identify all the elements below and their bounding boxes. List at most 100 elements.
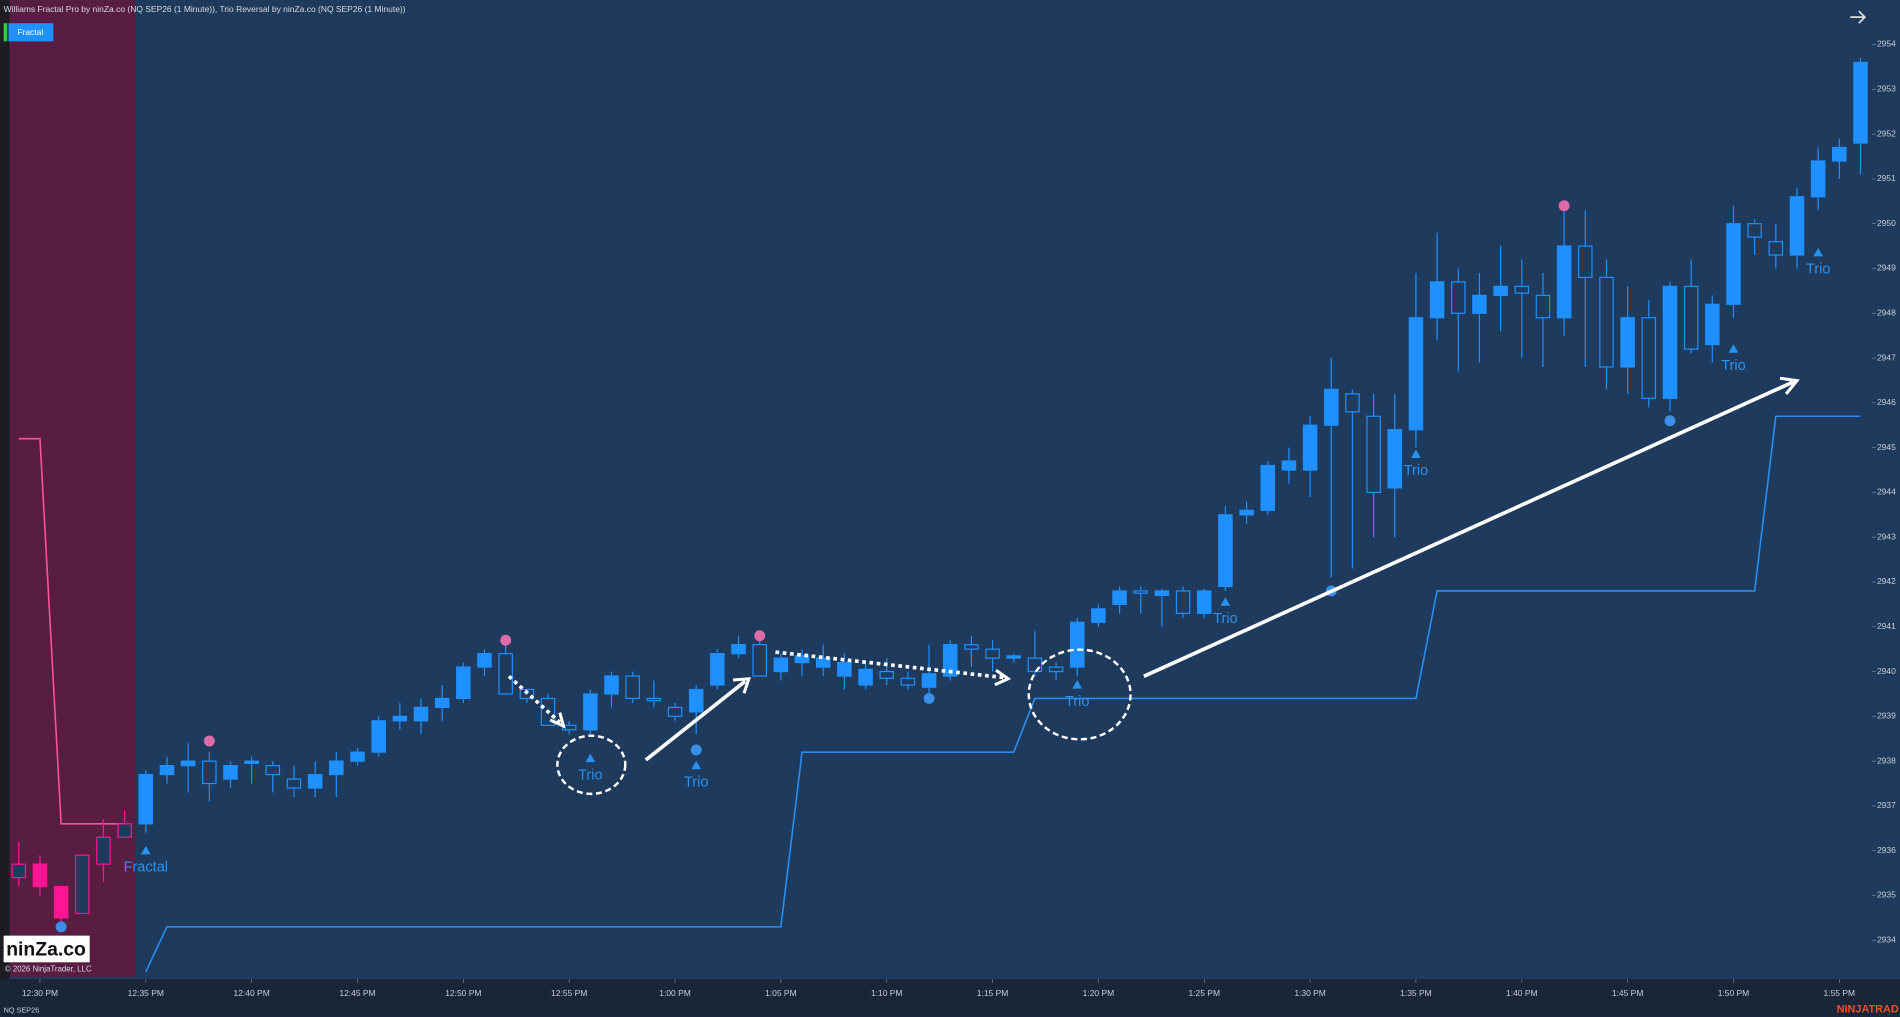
candle-body [1556, 245, 1572, 319]
fractal-dot [203, 735, 215, 747]
candle-body [329, 760, 344, 776]
candle-body [1451, 281, 1466, 314]
candle-body [942, 644, 958, 677]
time-axis [0, 979, 1900, 1017]
candle-body [1175, 590, 1191, 614]
brand: NINJATRAD [1837, 1003, 1899, 1015]
y-tick-label: 2954 [1877, 39, 1896, 49]
candle-body [858, 668, 873, 686]
candle-body [1154, 590, 1170, 597]
fractal-dot [690, 744, 702, 756]
y-tick-label: 2936 [1877, 845, 1896, 855]
candle-body [1091, 608, 1106, 623]
y-tick-label: 2950 [1877, 218, 1896, 228]
x-tick-label: 1:00 PM [659, 988, 691, 998]
candle-body [456, 666, 471, 700]
candle-body [583, 693, 598, 731]
candle-body [1345, 393, 1360, 413]
candle-body [752, 644, 767, 677]
fractal-dot [500, 634, 512, 646]
y-tick-label: 2952 [1877, 128, 1896, 138]
candle-body [1048, 666, 1064, 673]
candle-body [96, 836, 111, 865]
candle-body [202, 760, 217, 785]
y-tick-label: 2948 [1877, 307, 1896, 317]
candle-body [1726, 223, 1741, 305]
candle-body [1239, 509, 1254, 516]
dotted-arrow [775, 650, 1004, 680]
candle-body [646, 697, 662, 702]
candle-body [75, 854, 90, 915]
button-label[interactable]: Fractal [17, 27, 43, 37]
y-tick-label: 2943 [1877, 531, 1896, 541]
candle-body [1662, 285, 1678, 399]
candle-body [815, 657, 831, 668]
signal-arrow [1411, 449, 1421, 458]
candle-body [223, 765, 238, 780]
candle-body [1747, 223, 1762, 238]
candle-body [1768, 240, 1784, 256]
y-tick-label: 2934 [1877, 935, 1896, 945]
arrow-head [1779, 376, 1800, 395]
candle-body [413, 706, 429, 722]
fractal-button[interactable] [8, 23, 54, 42]
candle-body [1683, 285, 1699, 350]
candle-body [1133, 590, 1149, 594]
candle-body [900, 677, 916, 686]
y-tick-label: 2938 [1877, 755, 1896, 765]
candle-body [286, 778, 302, 789]
candle-body [138, 773, 154, 825]
candle-body [1196, 590, 1212, 614]
candle-body [265, 765, 281, 776]
signal-arrow [140, 845, 151, 855]
y-tick-label: 2935 [1877, 890, 1896, 900]
candle-body [794, 655, 810, 664]
arrow [644, 679, 747, 762]
fractal-dot [55, 921, 67, 933]
signal-arrow [691, 760, 702, 770]
x-tick-label: 1:30 PM [1294, 988, 1326, 998]
arrow-icon[interactable] [1850, 10, 1867, 24]
signal-label: Trio [1806, 262, 1831, 278]
candle-body [561, 724, 577, 731]
y-tick-label: 2949 [1877, 263, 1896, 273]
x-tick-label: 1:45 PM [1612, 988, 1644, 998]
signal-arrow [585, 753, 596, 763]
candle-body [1832, 146, 1847, 162]
chart-title: Williams Fractal Pro by ninZa.co (NQ SEP… [4, 4, 406, 14]
signal-label: Trio [1404, 463, 1429, 479]
x-tick-label: 1:50 PM [1718, 988, 1750, 998]
instrument: NQ SEP26 [4, 1006, 40, 1015]
candle-body [1323, 388, 1339, 426]
candle-body [1218, 514, 1233, 588]
candle-body [392, 715, 408, 722]
y-tick-label: 2944 [1877, 487, 1896, 497]
candle-body [1281, 460, 1297, 471]
arrow-head [549, 712, 566, 729]
signal-label: Trio [578, 767, 603, 783]
x-tick-label: 12:40 PM [234, 988, 270, 998]
candle-body [53, 885, 69, 919]
candle-body [1853, 61, 1868, 144]
y-tick-label: 2945 [1877, 442, 1896, 452]
candle-body [350, 751, 365, 762]
candle-body [477, 653, 492, 668]
signal-label: Fractal [124, 860, 168, 876]
candle-body [879, 670, 894, 679]
signal-arrow [1813, 247, 1823, 257]
signal-arrow [1728, 344, 1739, 353]
stop-line [18, 437, 125, 825]
highlight-circle [1027, 648, 1132, 741]
y-tick-label: 2942 [1877, 576, 1896, 586]
candle-body [1578, 245, 1593, 279]
y-tick-label: 2946 [1877, 397, 1896, 407]
candle-body [498, 653, 513, 695]
candle-body [1429, 281, 1445, 319]
fractal-dot [1558, 200, 1570, 212]
x-tick-label: 1:25 PM [1188, 988, 1220, 998]
y-tick-label: 2937 [1877, 800, 1896, 810]
candle-body [1027, 657, 1043, 673]
stop-line [145, 415, 1861, 972]
signal-arrow [1220, 597, 1231, 606]
plot: Fractal Trio Trio Trio Trio Trio Trio Trio [11, 57, 1868, 972]
